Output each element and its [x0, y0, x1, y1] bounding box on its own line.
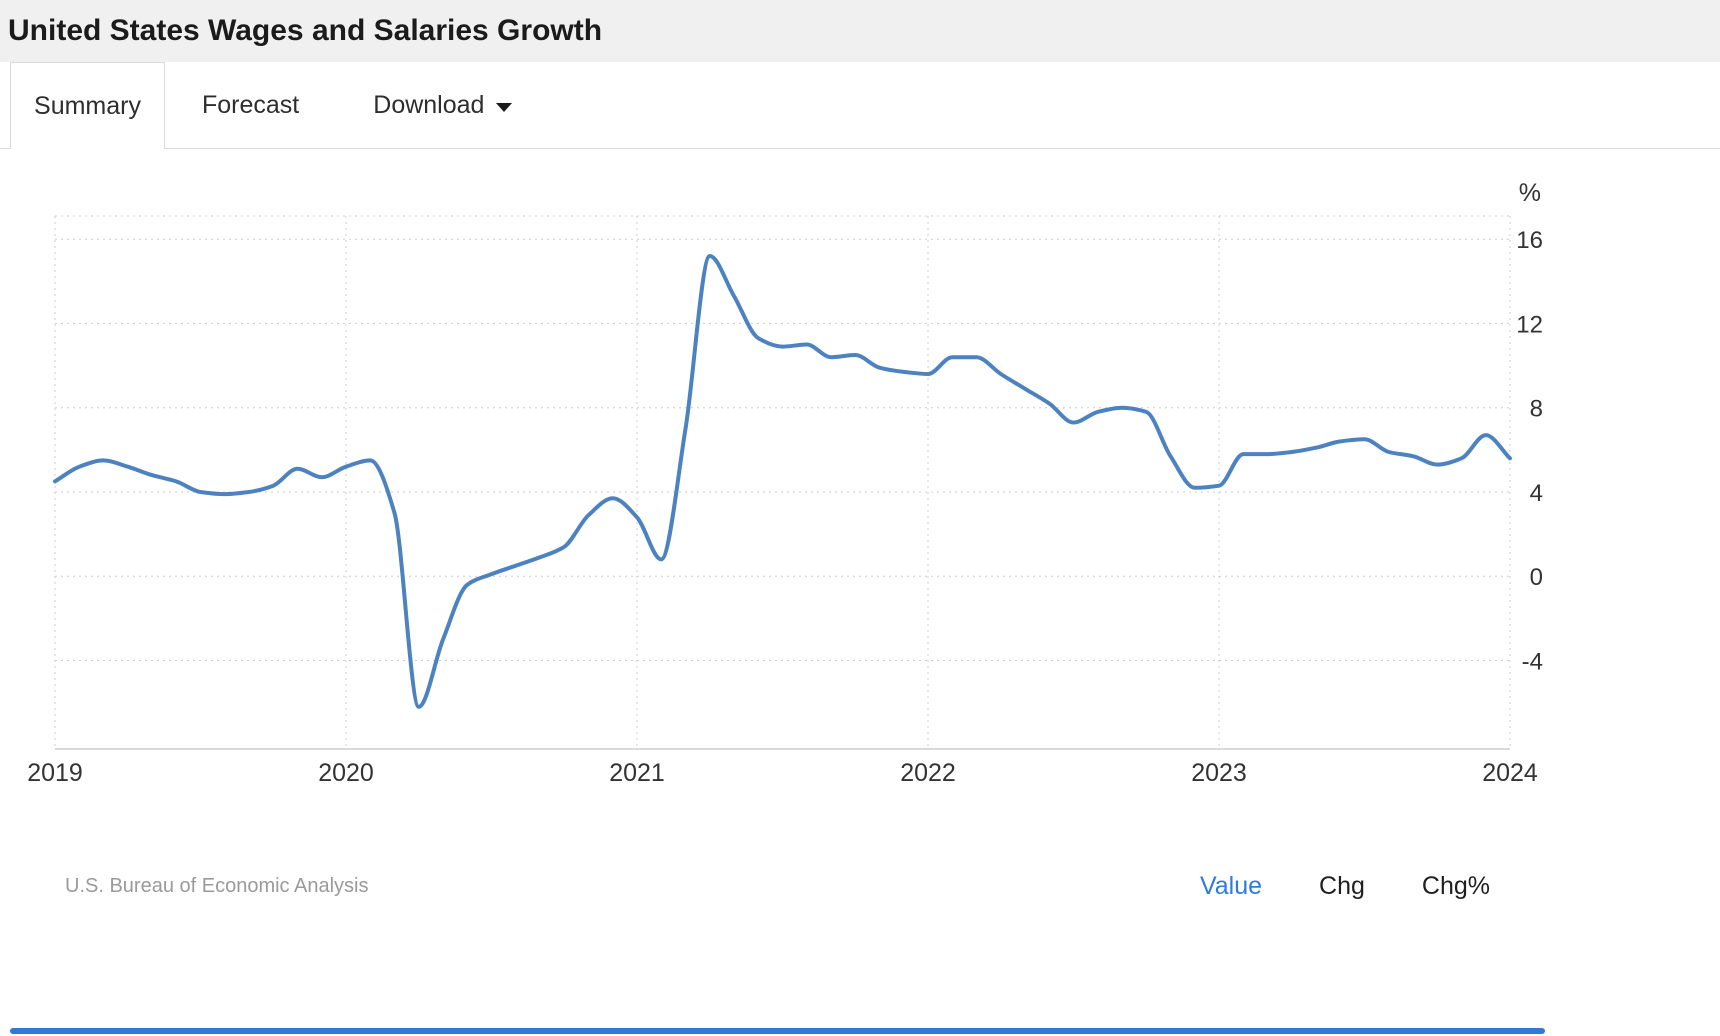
y-axis-tick-label: 16: [1516, 227, 1543, 254]
x-axis-year-label: 2024: [1482, 759, 1538, 787]
y-axis-tick-label: 0: [1530, 564, 1543, 591]
chart-footer: U.S. Bureau of Economic Analysis Value C…: [10, 849, 1545, 909]
header: United States Wages and Salaries Growth: [0, 0, 1720, 62]
y-axis-tick-label: 4: [1530, 480, 1543, 507]
tab-summary-label: Summary: [34, 91, 141, 120]
legend: Value Chg Chg%: [1200, 872, 1490, 901]
y-axis-tick-label: 8: [1530, 396, 1543, 423]
tab-download-label: Download: [373, 90, 485, 119]
horizontal-scrollbar[interactable]: [10, 1028, 1545, 1034]
tab-forecast[interactable]: Forecast: [165, 62, 336, 148]
tab-bar: Summary Forecast Download: [0, 62, 1720, 149]
tab-summary[interactable]: Summary: [10, 62, 165, 149]
source-label: U.S. Bureau of Economic Analysis: [65, 874, 369, 897]
chart-panel: 2019 2020 2021 2022 2023 2024 16 12 8 4 0 -4% U.S. …: [10, 149, 1545, 909]
legend-item-value[interactable]: Value: [1199, 871, 1263, 900]
x-axis-year-label: 2019: [27, 759, 83, 787]
legend-item-chg[interactable]: Chg: [1319, 871, 1365, 900]
chevron-down-icon: [496, 103, 513, 112]
tab-download[interactable]: Download: [336, 62, 549, 148]
x-axis-year-label: 2022: [900, 759, 956, 787]
x-axis-year-label: 2020: [318, 759, 374, 787]
y-axis-tick-label: 12: [1516, 311, 1543, 338]
y-axis-unit-label: %: [1519, 179, 1541, 207]
x-axis-year-label: 2023: [1191, 759, 1247, 787]
page-title: United States Wages and Salaries Growth: [8, 14, 603, 47]
y-axis-tick-label: -4: [1522, 649, 1543, 676]
x-axis-year-label: 2021: [609, 759, 665, 787]
legend-item-chgpct[interactable]: Chg%: [1421, 871, 1490, 900]
series-line: [53, 254, 1512, 709]
line-chart[interactable]: 2019 2020 2021 2022 2023 2024 16 12 8 4 0 -4%: [10, 149, 1545, 849]
tab-forecast-label: Forecast: [202, 90, 300, 119]
